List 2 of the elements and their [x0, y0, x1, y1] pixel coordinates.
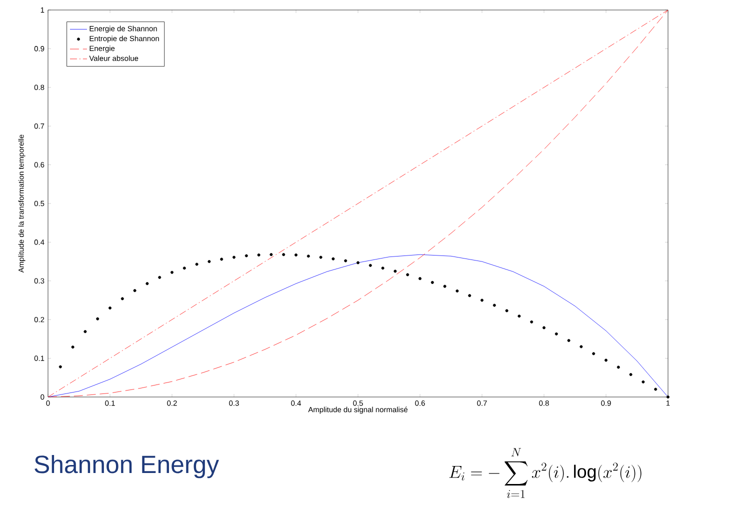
- text: Shannon Energy: [34, 454, 219, 478]
- text: $E_{i}=-\sum_{i=1}^{N} x^{2}(i).\log( x^{2}(i))$: [449, 448, 642, 498]
